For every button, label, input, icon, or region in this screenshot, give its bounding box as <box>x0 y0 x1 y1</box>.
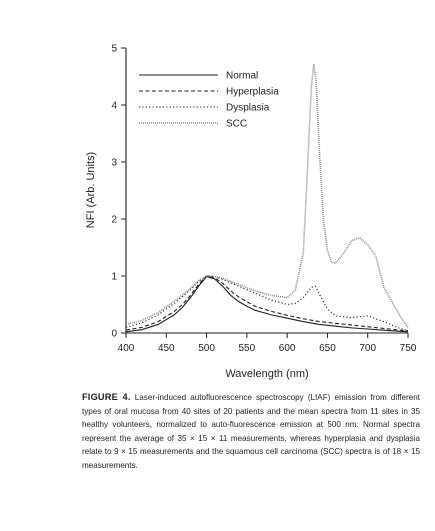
y-tick-label-4: 4 <box>111 101 117 112</box>
x-tick-label-550: 550 <box>239 343 256 354</box>
y-tick-label-2: 2 <box>111 215 117 226</box>
figure-label: FIGURE 4. <box>82 392 131 402</box>
y-tick-label-0: 0 <box>111 329 117 340</box>
spectra-chart: 400 450 500 550 600 650 700 750 0 1 2 3 4 5 Normal Hyp… <box>85 44 417 381</box>
x-axis-title: Wavelength (nm) <box>225 368 308 380</box>
figure-caption: FIGURE 4. Laser-induced autofluorescence… <box>82 391 420 473</box>
series-lines <box>125 63 409 333</box>
y-tick-label-1: 1 <box>111 272 117 283</box>
x-tick-label-600: 600 <box>279 343 296 354</box>
caption-text: Laser-induced autofluorescence spectrosc… <box>82 393 420 470</box>
series-line-hyperplasia <box>125 275 409 332</box>
chart-axes <box>125 48 408 334</box>
x-tick-label-450: 450 <box>158 343 175 354</box>
series-line-scc <box>125 63 409 328</box>
x-tick-label-650: 650 <box>319 343 336 354</box>
x-tick-label-750: 750 <box>400 343 417 354</box>
y-tick-label-5: 5 <box>111 44 117 55</box>
legend-label-hyperplasia: Hyperplasia <box>226 87 279 98</box>
x-tick-label-700: 700 <box>359 343 376 354</box>
legend-label-scc: SCC <box>226 119 247 130</box>
legend-label-normal: Normal <box>226 71 258 82</box>
series-line-dysplasia <box>125 275 409 332</box>
axis-ticks: 400 450 500 550 600 650 700 750 0 1 2 3 4 5 <box>111 44 416 355</box>
chart-legend: Normal Hyperplasia Dysplasia SCC <box>139 71 279 130</box>
legend-label-dysplasia: Dysplasia <box>226 103 270 114</box>
series-line-normal <box>125 276 409 333</box>
x-tick-label-500: 500 <box>198 343 215 354</box>
y-tick-label-3: 3 <box>111 158 117 169</box>
x-tick-label-400: 400 <box>118 343 135 354</box>
y-axis-title: NFI (Arb. Units) <box>85 152 97 228</box>
